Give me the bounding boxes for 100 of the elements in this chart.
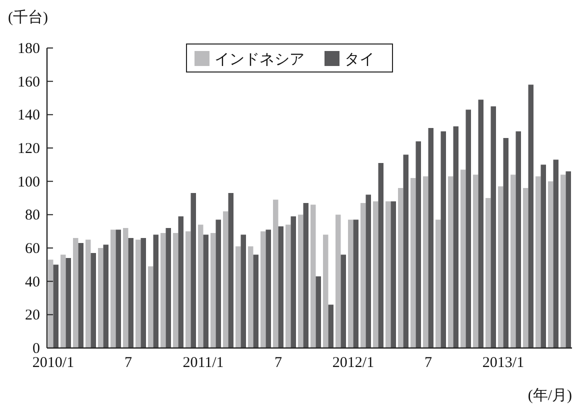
bar (378, 163, 384, 348)
bar (336, 214, 341, 348)
bar (73, 238, 78, 348)
y-tick-label: 20 (25, 308, 40, 324)
bar (148, 266, 154, 348)
bar (428, 128, 434, 348)
bar (423, 176, 428, 348)
x-tick-label: 7 (124, 355, 132, 371)
bar (523, 188, 528, 348)
bar (90, 253, 96, 348)
bar (316, 276, 321, 348)
bar (273, 200, 278, 348)
bar (153, 234, 158, 348)
bar (536, 176, 541, 348)
bar (390, 201, 396, 348)
bar (98, 248, 104, 348)
bar (86, 240, 91, 348)
y-tick-label: 140 (18, 108, 40, 124)
bar (266, 230, 271, 348)
bar (560, 174, 566, 348)
bar (486, 198, 491, 348)
bar (103, 244, 108, 348)
bar (478, 100, 484, 348)
bar (548, 181, 554, 348)
x-tick-label: 7 (274, 355, 282, 371)
bar (136, 240, 141, 348)
y-tick-label: 80 (25, 208, 40, 224)
bar (503, 138, 508, 348)
bar (123, 228, 128, 348)
x-axis-title: (年/月) (528, 387, 572, 404)
bar (140, 238, 146, 348)
bar (453, 126, 458, 348)
bar (498, 186, 504, 348)
x-tick-label: 2011/1 (182, 355, 224, 371)
bar (128, 238, 134, 348)
bar (198, 224, 204, 348)
bar (253, 254, 258, 348)
bar (223, 211, 228, 348)
bar (353, 220, 358, 348)
bar (460, 170, 466, 348)
bar (386, 201, 391, 348)
y-tick-label: 40 (25, 274, 40, 290)
bar (440, 131, 446, 348)
bar (510, 174, 516, 348)
bar (298, 214, 304, 348)
bar (373, 201, 378, 348)
bar (366, 194, 371, 348)
bar (53, 264, 58, 348)
bar (216, 220, 221, 348)
y-tick-label: 120 (18, 141, 40, 157)
bar (410, 178, 416, 348)
bar (398, 188, 404, 348)
bar (110, 230, 116, 348)
bar (540, 164, 546, 348)
bar (60, 254, 66, 348)
bar (190, 193, 196, 348)
bar (78, 243, 84, 348)
y-tick-label: 0 (32, 341, 40, 357)
bar (116, 230, 121, 348)
bar (210, 233, 216, 348)
x-tick-label: 7 (424, 355, 432, 371)
bar (553, 160, 558, 348)
legend-label: インドネシア (214, 52, 304, 68)
bar (286, 224, 291, 348)
bar (166, 228, 171, 348)
bar (203, 234, 208, 348)
bar (473, 174, 478, 348)
x-tick-label: 2012/1 (332, 355, 374, 371)
bar (340, 254, 346, 348)
bar (310, 204, 316, 348)
bar (228, 193, 234, 348)
bar (248, 246, 254, 348)
bar (160, 233, 166, 348)
bar (48, 260, 54, 348)
bar (278, 226, 284, 348)
bar (416, 141, 421, 348)
x-tick-label: 2013/1 (482, 355, 524, 371)
legend-label: タイ (344, 52, 374, 68)
y-axis-title: (千台) (8, 9, 48, 26)
bar (360, 203, 366, 348)
bar (173, 233, 178, 348)
bar (178, 216, 184, 348)
bar (436, 220, 441, 348)
bar (516, 131, 521, 348)
bar (528, 84, 534, 348)
y-tick-label: 180 (18, 41, 40, 57)
bar (260, 231, 266, 348)
bar (186, 231, 191, 348)
bar (323, 234, 328, 348)
bar (328, 304, 334, 348)
bar (303, 203, 308, 348)
bar (66, 258, 71, 348)
x-tick-label: 2010/1 (32, 355, 74, 371)
bar (490, 106, 496, 348)
y-tick-label: 160 (18, 74, 40, 90)
bar (466, 110, 471, 348)
y-tick-label: 60 (25, 241, 40, 257)
bar (240, 234, 246, 348)
bar (403, 154, 408, 348)
bar (448, 176, 454, 348)
